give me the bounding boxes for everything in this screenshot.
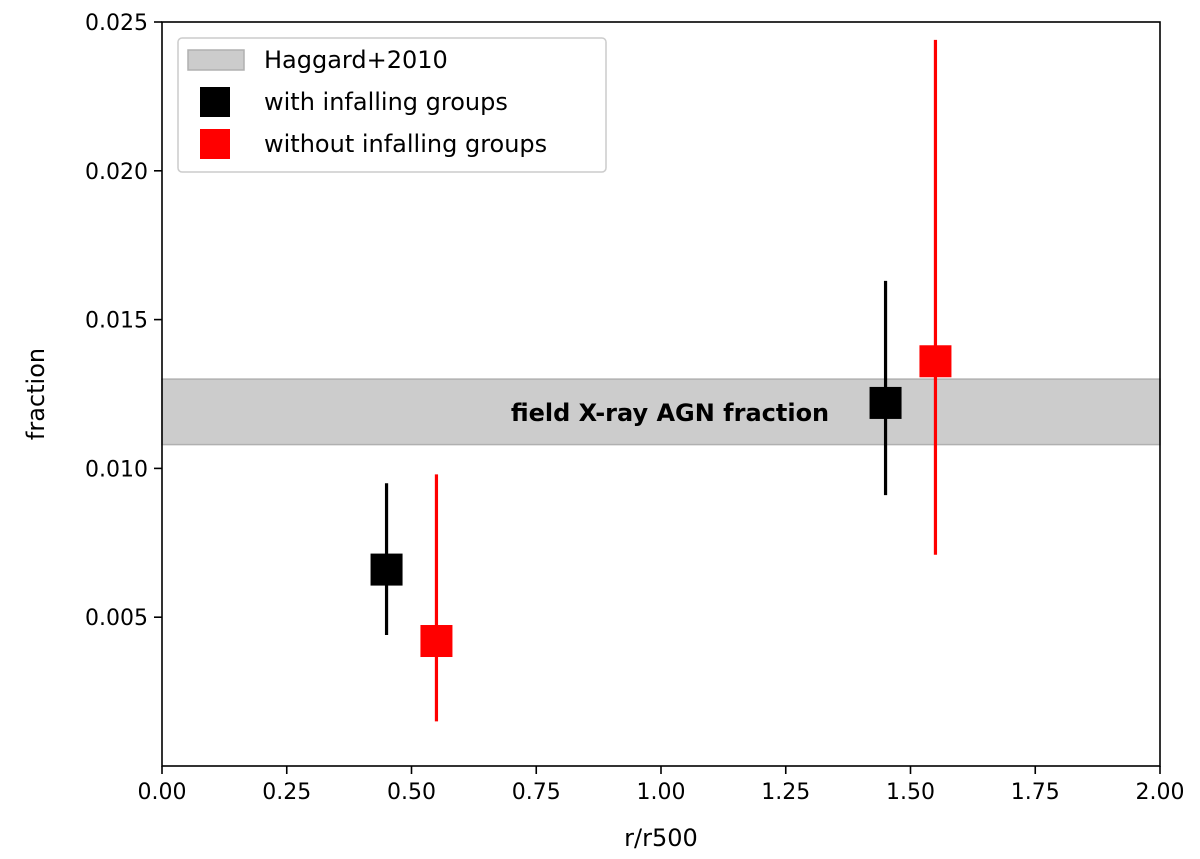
x-tick-label: 0.75 bbox=[512, 780, 561, 805]
band-annotation: field X-ray AGN fraction bbox=[511, 399, 829, 427]
x-tick-label: 1.75 bbox=[1011, 780, 1060, 805]
x-tick-label: 1.00 bbox=[637, 780, 686, 805]
legend-swatch-without-infalling bbox=[200, 129, 230, 159]
y-tick-label: 0.020 bbox=[85, 160, 148, 185]
x-tick-label: 2.00 bbox=[1136, 780, 1185, 805]
legend: Haggard+2010 with infalling groups witho… bbox=[177, 37, 607, 173]
y-tick-label: 0.015 bbox=[85, 309, 148, 334]
legend-box bbox=[177, 37, 607, 173]
x-axis-ticks: 0.00 0.25 0.50 0.75 1.00 1.25 1.50 1.75 2.00 bbox=[138, 766, 1185, 805]
haggard-band bbox=[161, 378, 1161, 446]
data-point-marker bbox=[869, 386, 902, 419]
y-tick-label: 0.025 bbox=[85, 11, 148, 36]
data-point-marker bbox=[370, 553, 403, 586]
x-tick-label: 1.25 bbox=[761, 780, 810, 805]
y-tick-label: 0.010 bbox=[85, 457, 148, 482]
x-tick-label: 0.00 bbox=[138, 780, 187, 805]
legend-label-haggard: Haggard+2010 bbox=[264, 46, 448, 74]
x-tick-label: 0.50 bbox=[387, 780, 436, 805]
x-axis-label: r/r500 bbox=[624, 824, 698, 852]
legend-label-without-infalling: without infalling groups bbox=[264, 130, 547, 158]
x-tick-label: 0.25 bbox=[262, 780, 311, 805]
legend-swatch-with-infalling bbox=[200, 87, 230, 117]
legend-swatch-haggard bbox=[187, 49, 245, 71]
data-point-marker bbox=[420, 625, 453, 658]
y-axis-label: fraction bbox=[22, 348, 50, 440]
data-point-marker bbox=[919, 345, 952, 378]
data-marks bbox=[370, 39, 952, 722]
x-tick-label: 1.50 bbox=[886, 780, 935, 805]
y-tick-label: 0.005 bbox=[85, 606, 148, 631]
y-axis-ticks: 0.005 0.010 0.015 0.020 0.025 bbox=[85, 11, 162, 631]
legend-label-with-infalling: with infalling groups bbox=[264, 88, 508, 116]
